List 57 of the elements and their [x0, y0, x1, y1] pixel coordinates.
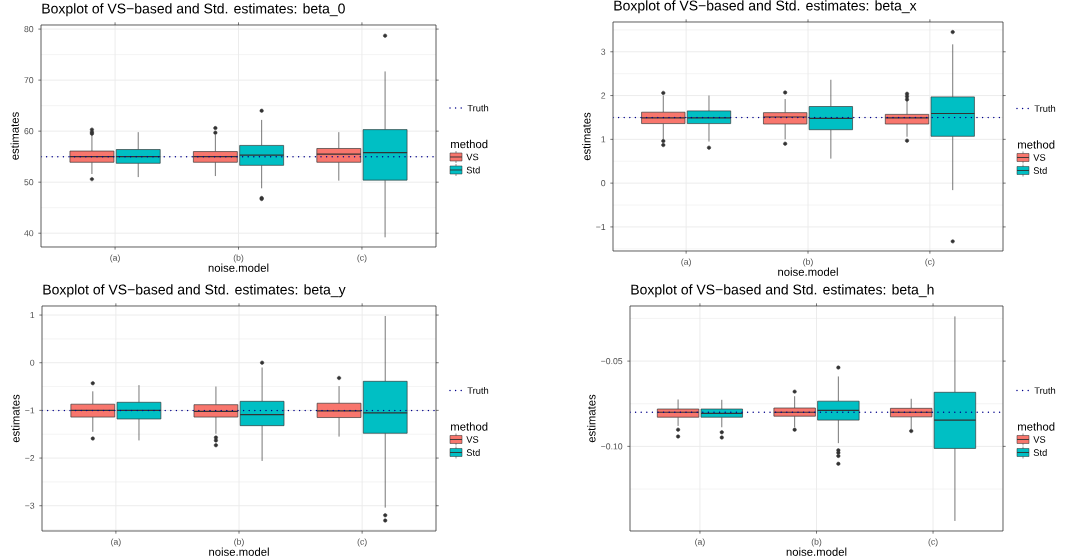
- y-tick-label: 3: [601, 48, 606, 55]
- legend-label: Std: [1033, 167, 1047, 174]
- y-tick-label: 60: [24, 128, 34, 135]
- x-tick-label: (b): [811, 538, 822, 547]
- y-tick-label: 0: [601, 180, 606, 187]
- chart-title: Boxplot of VS−based and Std. estimates: beta_x: [614, 0, 917, 14]
- x-tick-label: (b): [234, 538, 244, 547]
- y-axis-title: estimates: [582, 112, 591, 161]
- x-axis-title: noise.model: [778, 267, 838, 276]
- legend-label: Std: [466, 166, 480, 174]
- x-tick-label: (a): [111, 538, 121, 547]
- y-tick-label: 0: [30, 359, 35, 366]
- x-tick-label: (c): [357, 538, 367, 547]
- y-tick-label: 70: [24, 77, 34, 84]
- y-tick-label: 2: [601, 92, 606, 99]
- x-axis-title: noise.model: [786, 547, 847, 556]
- legend-title: method: [1018, 422, 1055, 431]
- y-tick-label: −1: [596, 223, 606, 230]
- legend-label: VS: [466, 436, 479, 443]
- legend-title: method: [1018, 140, 1055, 149]
- x-tick-label: (a): [681, 258, 691, 267]
- x-tick-label: (b): [803, 258, 813, 267]
- chart-title: Boxplot of VS−based and Std. estimates: beta_0: [42, 3, 345, 17]
- legend-label: Std: [466, 449, 480, 456]
- legend-label: VS: [1033, 436, 1046, 443]
- x-tick-label: (a): [695, 538, 705, 547]
- x-tick-label: (c): [928, 538, 938, 547]
- y-axis-title: estimates: [587, 394, 596, 443]
- y-tick-label: −2: [25, 455, 35, 462]
- x-tick-label: (c): [925, 258, 935, 267]
- x-tick-label: (b): [233, 254, 244, 263]
- legend-label: Truth: [467, 387, 489, 394]
- y-tick-label: −0.10: [601, 443, 623, 450]
- x-tick-label: (a): [110, 254, 120, 263]
- y-tick-label: 1: [30, 312, 35, 319]
- x-axis-title: noise.model: [209, 547, 269, 556]
- y-tick-label: −3: [25, 502, 35, 509]
- legend-label: Std: [1033, 449, 1047, 456]
- legend-title: method: [451, 422, 488, 431]
- legend-label: Truth: [1034, 105, 1056, 112]
- legend-label: VS: [466, 153, 479, 161]
- legend-title: method: [451, 139, 488, 149]
- y-tick-label: −1: [25, 407, 35, 414]
- y-tick-label: −0.05: [601, 358, 623, 365]
- chart-title: Boxplot of VS−based and Std. estimates: beta_h: [631, 284, 934, 298]
- legend-label: Truth: [1034, 387, 1056, 394]
- legend-label: Truth: [467, 104, 489, 112]
- y-axis-title: estimates: [10, 112, 19, 160]
- y-tick-label: 50: [24, 179, 34, 186]
- x-tick-label: (c): [357, 254, 367, 263]
- y-tick-label: 40: [24, 230, 34, 237]
- x-axis-title: noise.model: [208, 263, 269, 272]
- chart-title: Boxplot of VS−based and Std. estimates: beta_y: [43, 284, 346, 298]
- legend-label: VS: [1033, 154, 1046, 161]
- y-axis-title: estimates: [11, 394, 20, 443]
- y-tick-label: 80: [24, 26, 34, 33]
- y-tick-label: 1: [601, 136, 606, 143]
